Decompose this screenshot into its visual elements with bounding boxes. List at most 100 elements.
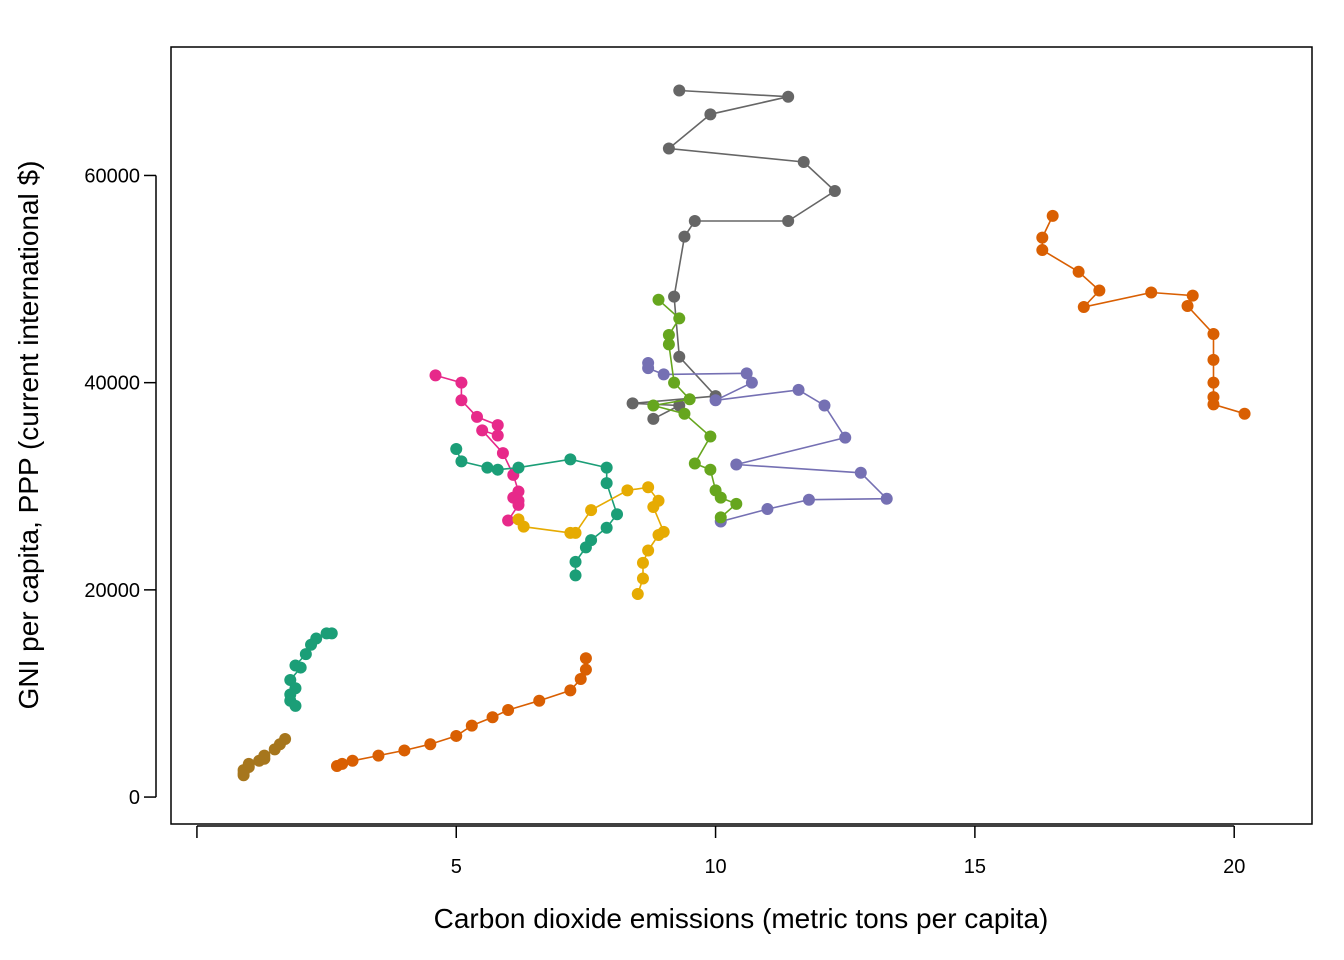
data-point	[828, 185, 841, 198]
data-point	[491, 419, 504, 432]
data-point	[502, 704, 515, 717]
data-point	[1181, 300, 1194, 312]
data-point	[642, 362, 655, 375]
x-axis: 5 10 15 20	[196, 825, 1245, 878]
data-point	[782, 90, 795, 103]
data-point	[626, 397, 639, 410]
x-tick-label: 5	[451, 856, 462, 878]
data-point	[517, 520, 530, 533]
data-point	[455, 376, 468, 389]
data-point	[642, 481, 655, 494]
data-point	[579, 541, 592, 554]
data-point	[305, 638, 318, 651]
data-point	[761, 503, 774, 516]
series-2	[330, 652, 592, 772]
x-tick-label: 20	[1223, 856, 1245, 878]
data-point	[1207, 353, 1220, 366]
data-point	[486, 711, 499, 724]
data-point	[481, 461, 494, 474]
data-point	[346, 754, 359, 767]
y-tick-label: 40000	[84, 373, 140, 395]
data-point	[1207, 376, 1220, 389]
series-line	[647, 363, 889, 523]
series-line	[336, 658, 587, 767]
data-point	[569, 569, 582, 582]
data-point	[268, 743, 281, 756]
y-tick-label: 20000	[84, 580, 140, 602]
data-point	[1046, 209, 1059, 222]
data-point	[673, 350, 686, 363]
data-point	[636, 556, 649, 569]
data-point	[294, 661, 307, 674]
data-point	[714, 511, 727, 524]
data-point	[579, 652, 592, 665]
data-point	[688, 215, 701, 228]
data-point	[683, 393, 696, 406]
data-point	[662, 142, 675, 155]
data-point	[673, 84, 686, 97]
data-point	[398, 744, 411, 757]
series-8	[512, 481, 670, 601]
data-point	[1207, 398, 1220, 411]
data-point	[336, 757, 349, 770]
data-point	[636, 572, 649, 585]
data-point	[600, 461, 613, 474]
data-point	[424, 738, 437, 751]
data-point	[253, 754, 266, 767]
data-point	[502, 514, 515, 527]
data-point	[745, 376, 758, 389]
data-point	[792, 383, 805, 396]
data-point	[839, 431, 852, 444]
data-point	[782, 215, 795, 228]
data-point	[289, 699, 302, 712]
data-point	[1186, 289, 1199, 302]
data-point	[1093, 284, 1106, 297]
data-point	[470, 410, 483, 423]
y-axis-title: GNI per capita, PPP (current internation…	[13, 161, 44, 710]
x-axis-title: Carbon dioxide emissions (metric tons pe…	[434, 903, 1049, 934]
data-point	[496, 447, 509, 460]
x-tick-label: 10	[704, 856, 726, 878]
data-point	[320, 627, 333, 640]
data-point	[688, 457, 701, 470]
data-point	[569, 526, 582, 539]
data-point	[512, 461, 525, 474]
data-point	[429, 369, 442, 382]
data-point	[533, 694, 546, 707]
data-point	[1145, 286, 1158, 299]
series-layer	[237, 84, 1251, 782]
plot-frame	[170, 46, 1313, 825]
data-point	[647, 412, 660, 425]
data-point	[450, 442, 463, 455]
series-5	[647, 293, 743, 524]
data-point	[668, 376, 681, 389]
data-point	[512, 498, 525, 511]
data-point	[740, 367, 753, 380]
data-point	[631, 588, 644, 601]
series-10	[237, 733, 292, 782]
data-point	[1207, 327, 1220, 340]
data-point	[797, 155, 810, 168]
data-point	[611, 508, 624, 521]
data-point	[1036, 231, 1049, 244]
data-point	[704, 108, 717, 121]
data-point	[491, 463, 504, 476]
data-point	[579, 663, 592, 676]
data-point	[678, 407, 691, 420]
data-point	[372, 749, 385, 762]
series-line	[435, 374, 520, 521]
data-point	[818, 399, 831, 412]
data-point	[299, 648, 312, 661]
data-point	[476, 424, 489, 437]
data-point	[564, 453, 577, 466]
data-point	[455, 455, 468, 468]
data-point	[450, 729, 463, 742]
data-point	[1238, 407, 1251, 420]
data-point	[642, 544, 655, 557]
data-point	[600, 521, 613, 534]
data-point	[704, 463, 717, 476]
data-point	[465, 719, 478, 732]
y-tick-label: 0	[129, 787, 140, 809]
data-point	[647, 399, 660, 412]
